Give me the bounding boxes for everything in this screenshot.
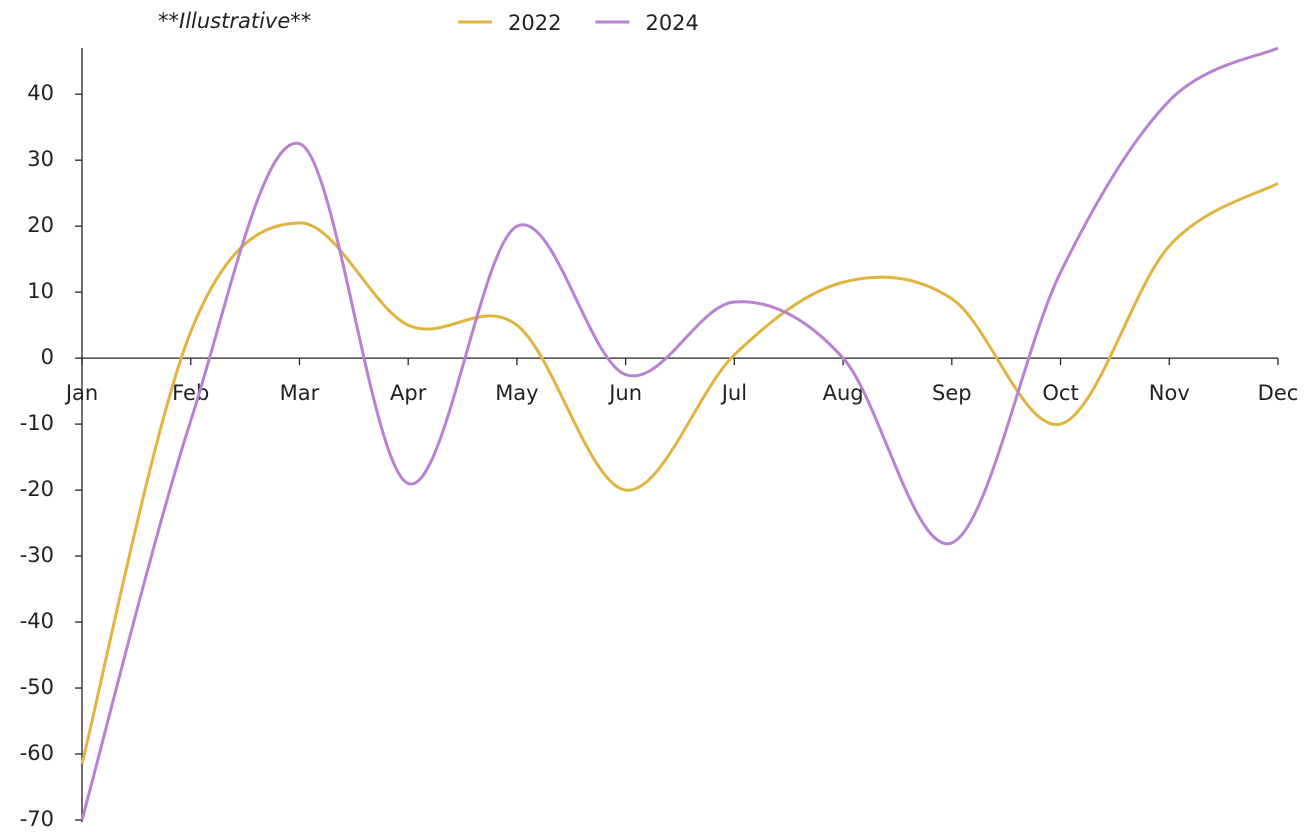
series-line — [80, 181, 1279, 765]
x-tick-label: Sep — [932, 381, 972, 405]
y-tick-label: -70 — [20, 807, 54, 831]
legend-label: 2022 — [508, 11, 561, 35]
x-tick-label: Feb — [172, 381, 209, 405]
y-tick-label: -10 — [20, 411, 54, 435]
y-tick-label: -20 — [20, 477, 54, 501]
series-line — [80, 46, 1279, 821]
x-tick-label: Mar — [280, 381, 320, 405]
x-tick-label: Dec — [1258, 381, 1299, 405]
x-tick-label: Jun — [607, 381, 642, 405]
legend-label: 2024 — [645, 11, 698, 35]
y-tick-label: -40 — [20, 609, 54, 633]
y-tick-label: -50 — [20, 675, 54, 699]
chart-title: **Illustrative** — [158, 9, 311, 33]
x-tick-label: Aug — [823, 381, 864, 405]
x-tick-label: Jul — [720, 381, 747, 405]
y-tick-label: 0 — [41, 345, 54, 369]
x-tick-label: Apr — [390, 381, 427, 405]
x-tick-label: Nov — [1149, 381, 1190, 405]
x-tick-label: Oct — [1042, 381, 1078, 405]
y-tick-label: 30 — [27, 147, 54, 171]
y-tick-label: 40 — [27, 81, 54, 105]
y-tick-label: -30 — [20, 543, 54, 567]
x-tick-label: Jan — [64, 381, 98, 405]
y-tick-label: -60 — [20, 741, 54, 765]
y-tick-label: 10 — [27, 279, 54, 303]
x-tick-label: May — [495, 381, 538, 405]
y-tick-label: 20 — [27, 213, 54, 237]
